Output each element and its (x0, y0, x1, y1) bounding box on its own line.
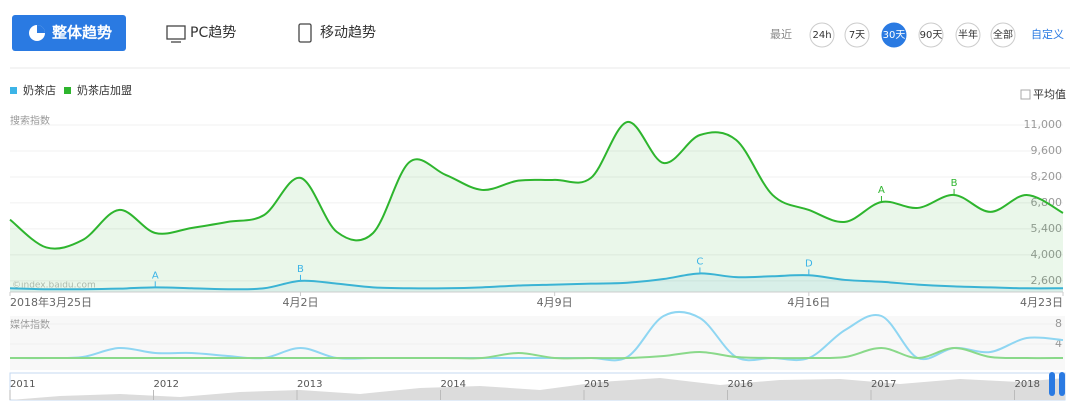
y-tick-label: 2,600 (1031, 274, 1063, 287)
timeline-label: 2014 (441, 379, 466, 390)
range-option[interactable] (990, 22, 1016, 48)
timeline-label: 2017 (871, 379, 896, 390)
range-option-label[interactable]: 30天 (883, 30, 906, 41)
average-label[interactable]: 平均值 (1033, 88, 1066, 101)
range-label: 最近 (770, 28, 792, 41)
tab-label[interactable]: PC趋势 (190, 25, 236, 41)
range-option[interactable] (918, 22, 944, 48)
y-tick-label: 5,400 (1031, 222, 1063, 235)
range-option-label[interactable]: 全部 (993, 28, 1013, 41)
x-tick-label: 4月2日 (282, 296, 318, 309)
y-tick-label: 11,000 (1024, 118, 1063, 131)
y-tick-label: 4,000 (1031, 248, 1063, 261)
average-checkbox[interactable] (1020, 89, 1031, 100)
annotation: A (152, 270, 159, 281)
media-panel (10, 316, 1065, 370)
annotation: B (297, 264, 304, 275)
range-option[interactable] (955, 22, 981, 48)
chart-title: 搜索指数 (10, 114, 50, 127)
range-option-label[interactable]: 半年 (958, 28, 978, 41)
x-tick-label: 4月16日 (787, 296, 830, 309)
timeline-label: 2018 (1015, 379, 1040, 390)
legend-swatch (10, 87, 17, 94)
annotation: A (878, 185, 885, 196)
timeline-label: 2016 (728, 379, 753, 390)
area (10, 121, 1063, 292)
phone-icon (298, 23, 312, 43)
series-line (9, 310, 1064, 362)
watermark: ©index.baidu.com (12, 281, 96, 291)
legend-label: 奶茶店 (23, 83, 56, 97)
timeline-label: 2015 (584, 379, 609, 390)
annotation: B (951, 178, 958, 189)
timeline-label: 2013 (297, 379, 322, 390)
annotation: D (805, 258, 813, 269)
legend-swatch (64, 87, 71, 94)
x-tick-label: 4月23日 (1020, 296, 1063, 309)
y-tick-label: 8 (1055, 317, 1062, 330)
series-line (9, 272, 1064, 291)
timeline-label: 2012 (154, 379, 179, 390)
series-line (10, 346, 1064, 360)
y-tick-label: 8,200 (1031, 170, 1063, 183)
legend-label: 奶茶店加盟 (77, 83, 132, 97)
x-tick-label: 2018年3月25日 (10, 295, 92, 309)
timeline-label: 2011 (10, 379, 35, 390)
timeline-overview (10, 378, 1065, 400)
y-tick-label: 9,600 (1031, 144, 1063, 157)
timeline-handle[interactable] (1049, 372, 1055, 396)
y-tick-label: 4 (1055, 337, 1062, 350)
tab-label[interactable]: 整体趋势 (52, 24, 112, 42)
annotation: C (696, 256, 703, 267)
range-option-label[interactable]: 24h (812, 30, 831, 41)
tab-label[interactable]: 移动趋势 (320, 25, 376, 41)
timeline-handle[interactable] (1059, 372, 1065, 396)
range-option[interactable] (809, 22, 835, 48)
tab-active[interactable] (12, 15, 126, 51)
x-tick-label: 4月9日 (537, 296, 573, 309)
range-option[interactable] (881, 22, 907, 48)
range-option-label[interactable]: 7天 (849, 30, 865, 41)
pc-icon (166, 25, 186, 40)
range-option[interactable] (844, 22, 870, 48)
range-custom[interactable]: 自定义 (1031, 27, 1064, 41)
range-option-label[interactable]: 90天 (920, 30, 943, 41)
pie-icon-slice (37, 25, 45, 33)
